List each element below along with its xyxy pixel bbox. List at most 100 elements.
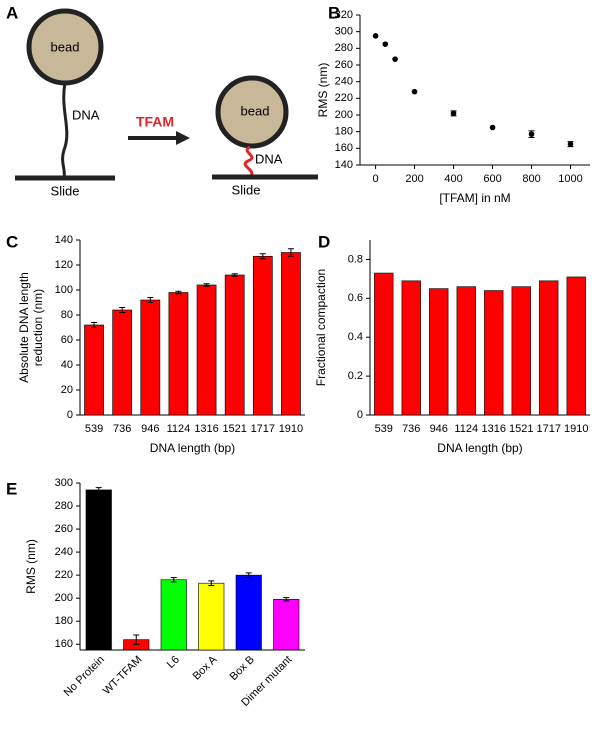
y-axis-label: Absolute DNA length [17,272,31,383]
point [450,110,457,117]
x-tick-label: 1910 [279,423,303,435]
point [372,33,379,39]
bar [160,579,187,651]
y-axis-label: Fractional compaction [314,269,328,386]
y-tick-label: 220 [55,569,73,581]
x-tick-label: 1717 [537,423,561,435]
y-tick-label: 280 [55,500,73,512]
bar [85,489,112,651]
y-axis-label: RMS (nm) [316,63,330,118]
error-bar [208,580,215,587]
x-tick-label: 736 [113,423,131,435]
bar [224,274,245,416]
y-tick-label: 240 [335,76,353,88]
y-tick-label: 0.2 [348,370,363,382]
bar [281,252,301,416]
y-axis-label: RMS (nm) [24,539,38,594]
y-tick-label: 100 [55,284,73,296]
dna-label: DNA [72,107,100,122]
bar [429,288,449,416]
bar [84,324,104,416]
x-tick-label: 539 [85,423,103,435]
bar [112,309,133,416]
bead [215,75,289,149]
y-tick-label: 220 [335,92,353,104]
x-tick-label: 1124 [167,423,191,435]
y-tick-label: 260 [335,59,353,71]
bar [198,582,225,651]
y-tick-label: 280 [335,42,353,54]
y-tick-label: 240 [55,546,73,558]
x-tick-label: 1000 [558,173,582,185]
error-bar [175,290,182,295]
point [489,124,496,131]
bead-label: bead [241,103,270,118]
bar [456,286,476,416]
x-tick-label: 946 [430,423,448,435]
error-bar [133,634,140,645]
y-tick-label: 200 [55,592,73,604]
error-bar [95,487,102,493]
y-tick-label: 0.6 [348,292,363,304]
x-axis-label: [TFAM] in nM [439,191,510,205]
arrowhead [176,131,190,145]
x-tick-label: 539 [375,423,393,435]
bar [196,284,217,416]
panel-label: A [6,3,18,22]
panel-label: D [318,232,330,251]
y-tick-label: 300 [335,26,353,38]
x-tick-label: 200 [405,173,423,185]
y-tick-label: 160 [335,142,353,154]
y-axis-label: reduction (nm) [31,289,45,366]
x-tick-label: WT-TFAM [101,654,144,697]
y-tick-label: 180 [55,615,73,627]
point [528,131,535,137]
diagram: A bead DNA Slide TFAM bead DNA Slide [6,3,318,198]
panel-label: E [6,479,17,498]
x-tick-label: 946 [141,423,159,435]
bar [273,599,300,651]
point [392,56,398,62]
y-tick-label: 180 [335,126,353,138]
x-tick-label: Box A [191,653,220,682]
bar [401,280,421,416]
bar [484,290,504,416]
x-tick-label: 800 [522,173,540,185]
y-tick-label: 160 [55,638,73,650]
x-tick-label: 1521 [509,423,533,435]
x-tick-label: 400 [444,173,462,185]
x-tick-label: 600 [483,173,501,185]
point [567,141,574,147]
error-bar [287,248,294,257]
dna-label: DNA [255,151,283,166]
y-tick-label: 200 [335,109,353,121]
point [411,88,418,95]
point [382,41,389,47]
x-tick-label: 1717 [251,423,275,435]
arrow-label: TFAM [136,114,174,130]
x-tick-label: Box B [228,654,257,683]
x-tick-label: 1316 [482,423,506,435]
y-tick-label: 140 [335,159,353,171]
bead-label: bead [51,39,80,54]
x-tick-label: 1316 [194,423,218,435]
dna-strand [243,145,254,179]
x-tick-label: L6 [165,654,182,671]
y-tick-label: 260 [55,523,73,535]
error-bar [283,597,290,602]
error-bar [245,572,252,578]
bar [539,280,559,416]
error-bar [119,307,126,313]
y-tick-label: 0 [357,409,363,421]
y-tick-label: 80 [61,309,73,321]
error-bar [147,297,154,303]
panel-label: B [328,3,340,22]
y-tick-label: 20 [61,384,73,396]
y-tick-label: 40 [61,359,73,371]
slide-label: Slide [232,182,261,197]
error-bar [170,576,177,583]
bar [252,255,273,416]
x-tick-label: 1521 [222,423,246,435]
y-tick-label: 320 [335,9,353,21]
